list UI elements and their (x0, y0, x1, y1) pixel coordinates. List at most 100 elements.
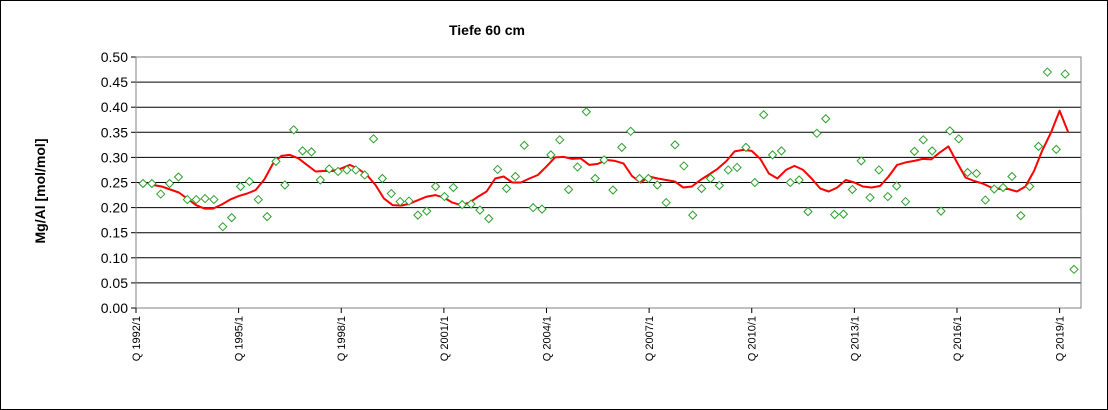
data-point-49 (572, 162, 583, 172)
data-point-5 (182, 194, 193, 205)
data-point-96 (989, 184, 999, 194)
data-point-9 (218, 221, 228, 232)
data-point-77 (821, 114, 831, 124)
data-point-101 (1033, 141, 1044, 152)
data-point-56 (634, 173, 645, 184)
data-point-20 (315, 175, 326, 185)
x-tick-label-5: Q 2007/1 (644, 316, 656, 361)
data-point-87 (909, 146, 920, 157)
data-point-44 (528, 202, 538, 213)
x-tick-labels: Q 1992/1 Q 1995/1 Q 1998/1 Q 2001/1 Q 2004/1… (131, 308, 1067, 361)
y-tick-label-0: 0.00 (101, 300, 128, 316)
data-point-45 (537, 204, 547, 214)
data-point-82 (865, 192, 875, 203)
y-tick-label-4: 0.20 (101, 200, 128, 216)
y-tick-label-3: 0.15 (101, 225, 128, 241)
data-point-57 (643, 173, 654, 184)
data-point-89 (927, 146, 937, 156)
data-point-31 (413, 210, 423, 220)
data-point-62 (688, 210, 698, 220)
data-point-84 (883, 191, 893, 202)
data-point-78 (829, 209, 840, 220)
data-point-60 (670, 140, 680, 150)
data-point-30 (404, 196, 414, 206)
data-point-71 (767, 150, 778, 160)
x-tick-label-8: Q 2016/1 (952, 316, 964, 361)
data-point-98 (1007, 171, 1017, 182)
data-point-48 (563, 184, 574, 195)
x-tick-label-6: Q 2010/1 (747, 316, 759, 361)
data-point-97 (998, 182, 1008, 193)
data-point-70 (758, 110, 769, 120)
data-point-1 (147, 178, 157, 189)
data-point-34 (439, 191, 450, 202)
data-point-99 (1016, 210, 1026, 221)
data-point-37 (466, 199, 476, 209)
data-point-43 (519, 140, 529, 151)
data-point-18 (297, 146, 308, 156)
data-point-55 (625, 126, 636, 137)
data-point-94 (971, 168, 982, 179)
x-tick-label-2: Q 1998/1 (336, 316, 348, 361)
data-point-91 (945, 126, 955, 136)
data-point-61 (679, 161, 689, 171)
data-point-36 (457, 199, 467, 210)
data-point-14 (262, 211, 272, 222)
y-tick-labels: 0.00 0.05 0.10 0.15 0.20 0.25 0.30 0.35 0.40 0.45… (101, 49, 136, 316)
x-tick-label-9: Q 2019/1 (1055, 316, 1067, 361)
y-tick-label-6: 0.30 (101, 149, 128, 165)
data-point-64 (705, 173, 716, 184)
data-point-76 (812, 128, 822, 139)
data-point-22 (333, 166, 343, 177)
data-point-72 (776, 146, 787, 156)
data-point-21 (324, 164, 334, 174)
data-point-15 (271, 156, 281, 167)
data-point-40 (492, 164, 503, 175)
data-point-39 (484, 213, 494, 224)
data-point-23 (342, 165, 352, 175)
y-tick-label-10: 0.50 (101, 49, 128, 65)
trend-line-series (152, 109, 1070, 210)
data-point-69 (750, 177, 760, 188)
data-point-105 (1069, 264, 1079, 275)
data-point-10 (226, 212, 237, 223)
data-point-35 (448, 182, 459, 193)
x-tick-label-1: Q 1995/1 (234, 316, 246, 361)
data-point-47 (555, 135, 565, 145)
data-point-74 (794, 175, 804, 185)
data-point-68 (741, 142, 751, 153)
x-tick-label-4: Q 2004/1 (541, 316, 553, 361)
y-tick-label-9: 0.45 (101, 74, 128, 90)
data-point-67 (732, 162, 742, 173)
data-point-32 (422, 206, 432, 216)
y-axis-label: Mg/Al [mol/mol] (32, 139, 48, 244)
data-point-53 (608, 185, 618, 195)
gridlines (136, 56, 1081, 309)
data-point-95 (980, 195, 991, 205)
data-point-86 (900, 196, 911, 207)
data-point-28 (386, 188, 396, 199)
data-point-12 (244, 176, 255, 187)
y-tick-label-2: 0.10 (101, 250, 128, 266)
data-point-65 (714, 180, 725, 191)
plot-border (135, 56, 1082, 309)
data-point-0 (138, 178, 148, 189)
data-point-73 (785, 177, 795, 188)
data-point-42 (510, 171, 521, 182)
data-point-102 (1042, 67, 1053, 77)
plot-area (135, 56, 1082, 309)
data-point-3 (164, 178, 175, 189)
data-point-51 (590, 173, 600, 184)
trend-line (152, 109, 1070, 210)
x-tick-label-7: Q 2013/1 (849, 316, 861, 361)
data-point-6 (191, 194, 201, 205)
data-point-33 (430, 181, 441, 192)
data-point-27 (377, 173, 388, 184)
data-point-93 (962, 167, 973, 178)
data-point-92 (954, 134, 964, 144)
chart-title: Tiefe 60 cm (449, 22, 525, 38)
data-point-19 (306, 147, 317, 157)
y-tick-label-5: 0.25 (101, 175, 128, 191)
